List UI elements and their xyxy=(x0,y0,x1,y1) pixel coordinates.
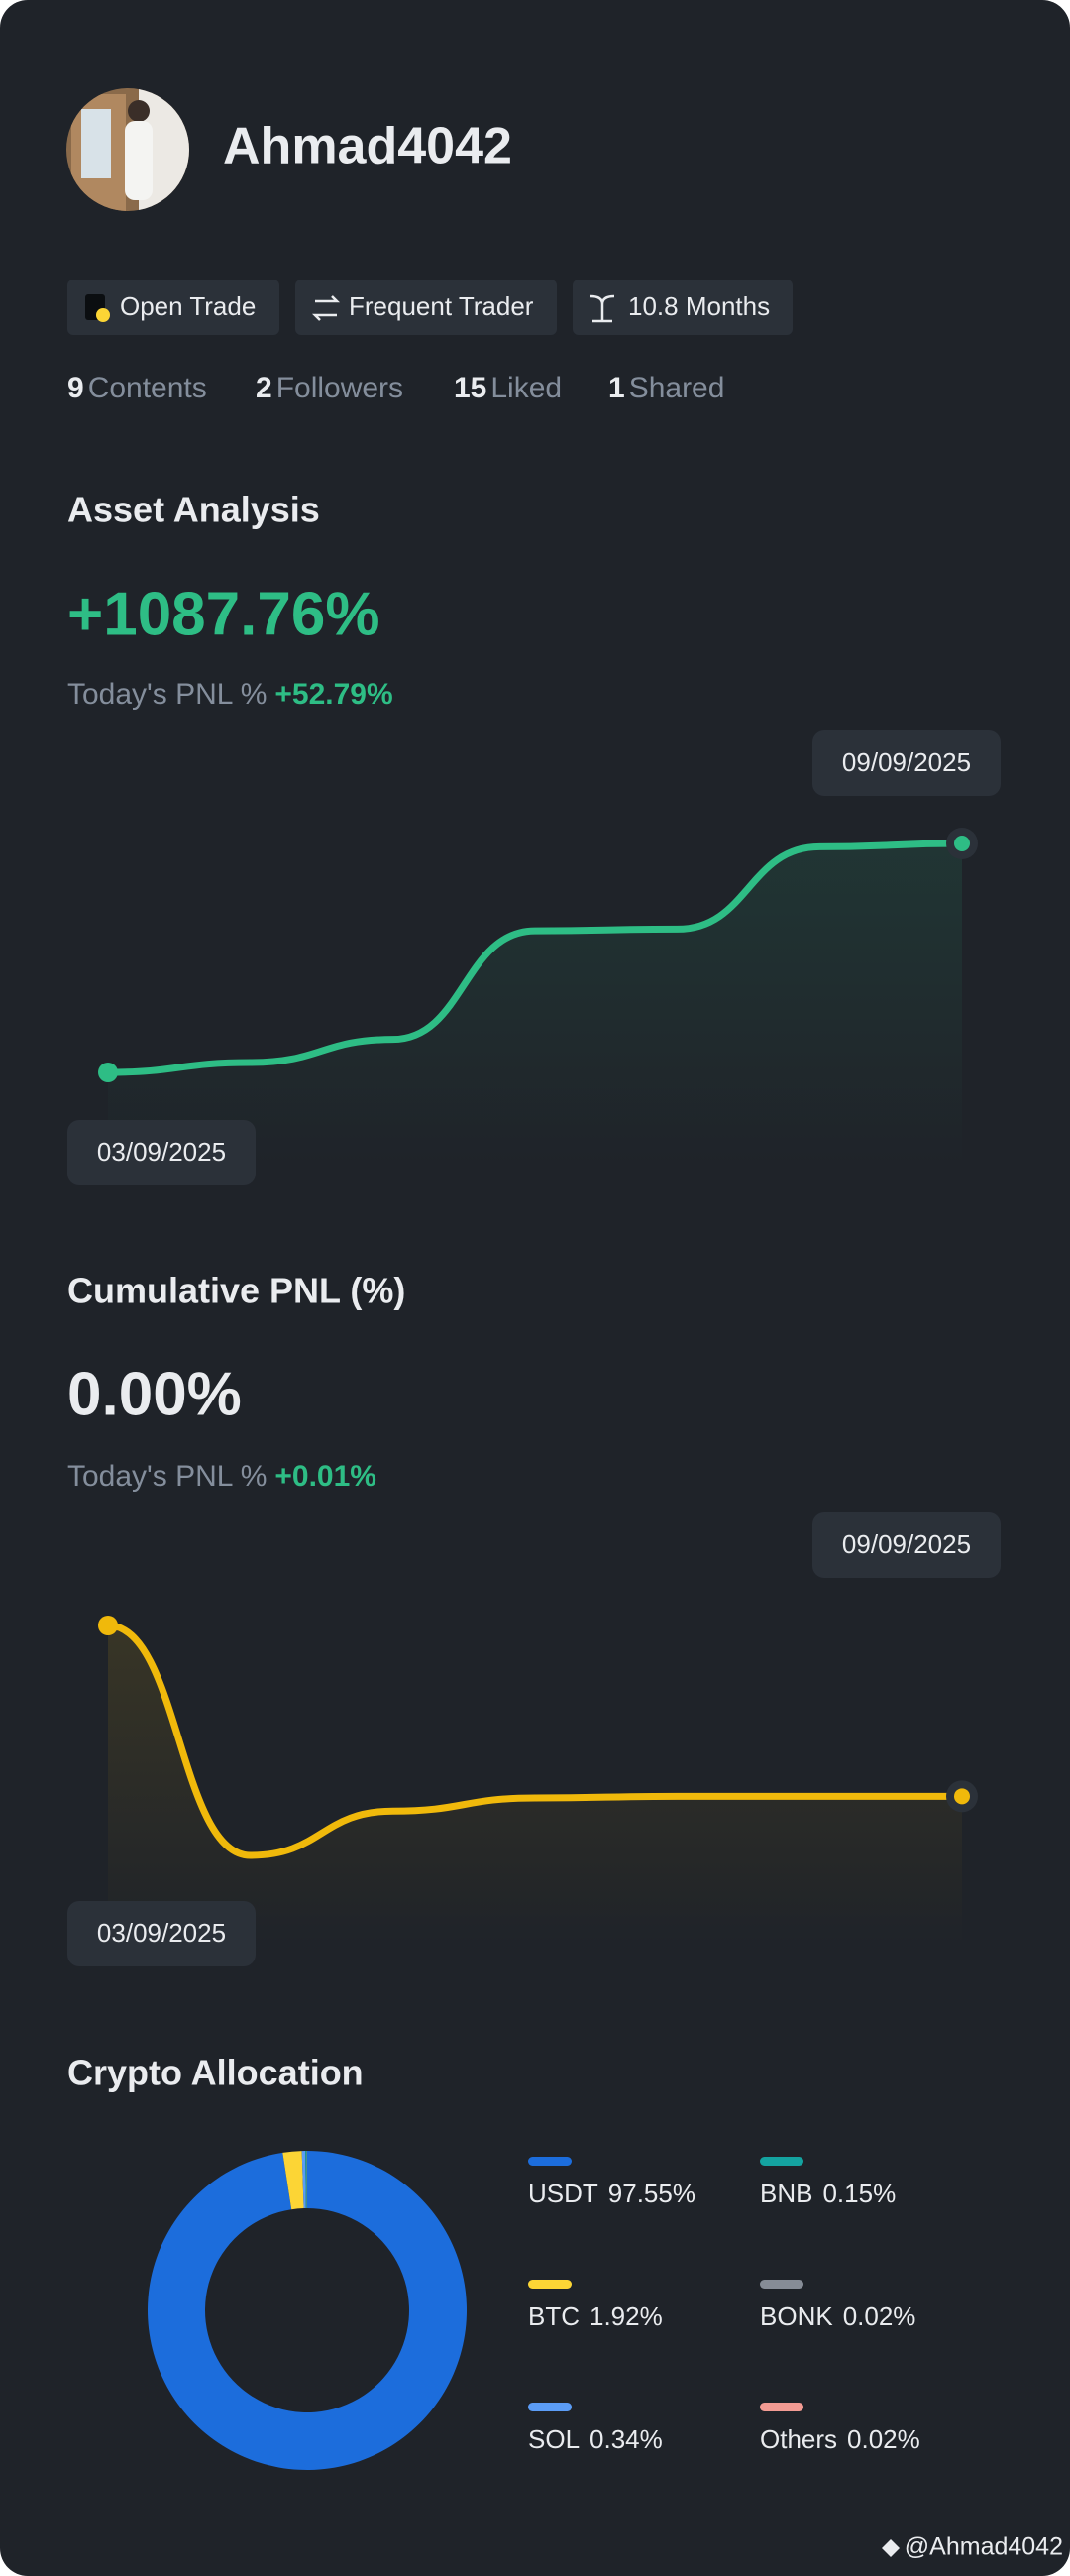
line-chart: 09/09/2025 03/09/2025 xyxy=(67,1512,1001,1966)
today-value: +52.79% xyxy=(274,678,392,711)
donut-chart: USDT 97.55% BTC 1.92% SOL 0.34% BNB 0.15% BONK 0.… xyxy=(147,2151,920,2470)
tag xyxy=(573,280,793,335)
legend-value: 0.34% xyxy=(589,2424,663,2454)
stat-label: Shared xyxy=(629,372,725,404)
tag xyxy=(295,280,557,335)
stat-count: 2 xyxy=(256,372,272,404)
username: Ahmad4042 xyxy=(223,118,512,175)
line xyxy=(104,840,966,1076)
tag-icon xyxy=(96,308,110,322)
legend-value: 1.92% xyxy=(589,2301,663,2331)
tag-icon xyxy=(589,294,615,323)
legend-swatch xyxy=(528,2403,572,2411)
end-point xyxy=(954,1788,970,1805)
stat-label: Followers xyxy=(276,372,403,404)
date-badge xyxy=(67,1120,256,1185)
donut-slice xyxy=(305,2151,307,2209)
today-pnl: Today's PNL % +52.79% xyxy=(67,678,393,711)
date-badge xyxy=(812,730,1001,796)
total-value: +1087.76% xyxy=(67,580,379,648)
legend-name: Others xyxy=(760,2424,837,2454)
legend-swatch xyxy=(528,2157,572,2166)
area xyxy=(108,843,962,1166)
legend-swatch xyxy=(760,2157,803,2166)
donut-slice xyxy=(301,2151,306,2209)
legend-swatch xyxy=(528,2280,572,2289)
legend-entry: BONK 0.02% xyxy=(760,2301,915,2331)
legend-entry: BNB 0.15% xyxy=(760,2179,896,2208)
stat-label: Liked xyxy=(490,372,562,404)
stat-count: 9 xyxy=(67,372,84,404)
legend-entry: Others 0.02% xyxy=(760,2424,920,2454)
today-label: Today's PNL % xyxy=(67,678,267,711)
line-chart: 09/09/2025 03/09/2025 xyxy=(67,730,1001,1185)
legend-name: SOL xyxy=(528,2424,580,2454)
stat: 1 Shared xyxy=(608,372,724,404)
stat-label: Contents xyxy=(88,372,207,404)
legend-entry: USDT 97.55% xyxy=(528,2179,696,2208)
legend-entry: BTC 1.92% xyxy=(528,2301,663,2331)
stat: 9 Contents xyxy=(67,372,207,404)
date-badge xyxy=(67,1901,256,1966)
section-title: Asset Analysis xyxy=(67,490,320,530)
today-value: +0.01% xyxy=(274,1460,376,1493)
stat-count: 1 xyxy=(608,372,625,404)
date-label: 09/09/2025 xyxy=(842,1529,971,1559)
tag-label: Open Trade xyxy=(120,291,256,321)
legend-swatch xyxy=(760,2280,803,2289)
stat-count: 15 xyxy=(454,372,486,404)
today-label: Today's PNL % xyxy=(67,1460,267,1493)
line xyxy=(104,1622,966,1859)
stat: 2 Followers xyxy=(256,372,403,404)
tag-icon xyxy=(311,295,341,321)
tag xyxy=(67,280,279,335)
donut-slice xyxy=(282,2151,304,2210)
legend-entry: SOL 0.34% xyxy=(528,2424,663,2454)
watermark: @Ahmad4042 xyxy=(905,2533,1063,2561)
tag-label: 10.8 Months xyxy=(628,291,770,321)
tag-label: Frequent Trader xyxy=(349,291,534,321)
end-point xyxy=(954,836,970,851)
legend-name: USDT xyxy=(528,2179,598,2208)
legend-value: 0.15% xyxy=(822,2179,896,2208)
date-label: 03/09/2025 xyxy=(97,1137,226,1167)
area xyxy=(108,1625,962,1946)
legend-name: BTC xyxy=(528,2301,580,2331)
section-title: Cumulative PNL (%) xyxy=(67,1271,405,1311)
section-title: Crypto Allocation xyxy=(67,2053,364,2093)
legend-swatch xyxy=(760,2403,803,2411)
total-value: 0.00% xyxy=(67,1360,242,1428)
today-pnl: Today's PNL % +0.01% xyxy=(67,1460,376,1493)
stat: 15 Liked xyxy=(454,372,562,404)
start-point xyxy=(98,1063,118,1082)
watermark-logo xyxy=(882,2539,900,2557)
donut-slice xyxy=(147,2151,467,2470)
legend-value: 0.02% xyxy=(843,2301,916,2331)
avatar[interactable] xyxy=(66,88,189,211)
start-point xyxy=(98,1616,118,1635)
legend-name: BONK xyxy=(760,2301,833,2331)
date-label: 09/09/2025 xyxy=(842,747,971,777)
date-badge xyxy=(812,1512,1001,1578)
date-label: 03/09/2025 xyxy=(97,1918,226,1948)
legend-value: 97.55% xyxy=(608,2179,696,2208)
legend-value: 0.02% xyxy=(847,2424,920,2454)
legend-name: BNB xyxy=(760,2179,812,2208)
